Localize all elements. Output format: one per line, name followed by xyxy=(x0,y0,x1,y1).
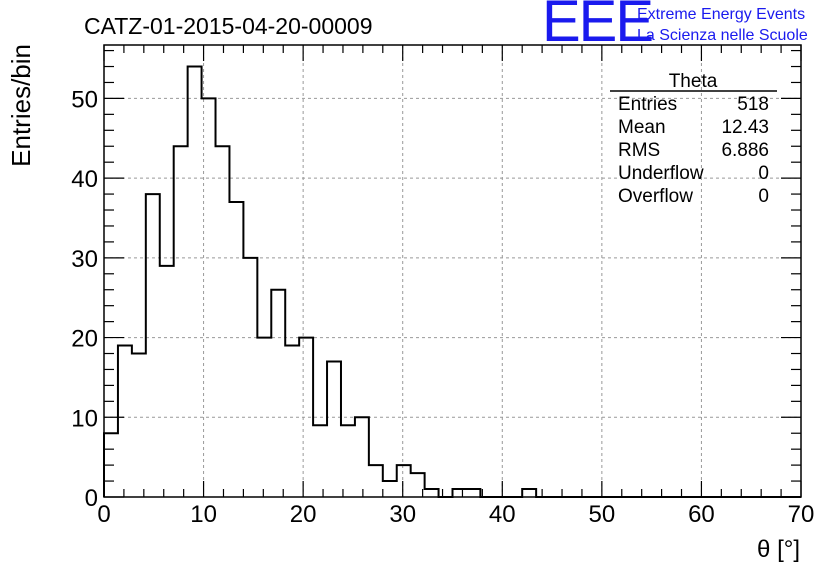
y-tick-label: 10 xyxy=(71,405,98,432)
x-axis-title: θ [°] xyxy=(757,536,800,563)
x-tick-label: 60 xyxy=(688,501,715,528)
x-tick-label: 40 xyxy=(489,501,516,528)
stats-row-label: Mean xyxy=(618,117,666,138)
histogram-series-line xyxy=(103,65,801,498)
logo-line-1: Extreme Energy Events xyxy=(637,6,805,23)
stats-rows: Entries 518 Mean 12.43 RMS 6.886 Underflow 0 Ove… xyxy=(618,94,769,207)
chart-title: CATZ-01-2015-04-20-00009 xyxy=(84,13,373,39)
y-tick-label: 0 xyxy=(85,485,98,512)
stats-row-label: Entries xyxy=(618,94,677,115)
stats-row-label: RMS xyxy=(618,140,660,161)
stats-row-label: Overflow xyxy=(618,186,693,207)
plot-frame xyxy=(103,44,802,498)
stats-row-value: 518 xyxy=(737,94,769,115)
y-axis-title: Entries/bin xyxy=(6,44,36,167)
stats-row-value: 0 xyxy=(758,163,769,184)
y-tick-label: 20 xyxy=(71,326,98,353)
stats-row-value: 6.886 xyxy=(721,140,769,161)
x-tick-label: 20 xyxy=(290,501,317,528)
stats-box: Theta Entries 518 Mean 12.43 RMS 6.886 Underfl… xyxy=(610,71,777,207)
eee-logo: EEE Extreme Energy Events La Scienza nel… xyxy=(542,0,808,54)
grid-lines xyxy=(104,45,801,497)
stats-row-value: 0 xyxy=(758,186,769,207)
y-axis-tick-labels: 0 10 20 30 40 50 xyxy=(71,86,98,512)
x-tick-label: 10 xyxy=(190,501,217,528)
x-tick-label: 70 xyxy=(788,501,815,528)
y-tick-label: 50 xyxy=(71,86,98,113)
x-tick-label: 0 xyxy=(97,501,110,528)
stats-row-value: 12.43 xyxy=(721,117,769,138)
y-tick-label: 40 xyxy=(71,166,98,193)
x-tick-label: 50 xyxy=(589,501,616,528)
axis-ticks xyxy=(103,45,802,498)
logo-line-2: La Scienza nelle Scuole xyxy=(637,27,808,44)
x-tick-label: 30 xyxy=(389,501,416,528)
stats-row-label: Underflow xyxy=(618,163,704,184)
stats-title: Theta xyxy=(669,71,718,92)
eee-logo-mark: EEE xyxy=(542,0,652,54)
x-axis-tick-labels: 0 10 20 30 40 50 60 70 xyxy=(97,501,814,528)
y-tick-label: 30 xyxy=(71,246,98,273)
